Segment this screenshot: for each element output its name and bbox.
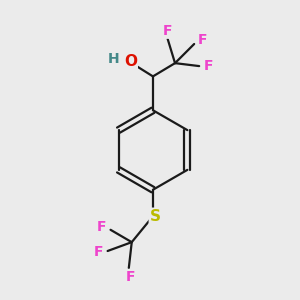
Text: F: F <box>94 245 104 260</box>
Text: F: F <box>163 24 172 38</box>
Text: F: F <box>97 220 106 234</box>
Text: F: F <box>125 270 135 284</box>
Text: S: S <box>150 209 161 224</box>
Text: H: H <box>108 52 119 66</box>
Text: O: O <box>124 54 137 69</box>
Text: F: F <box>203 59 213 73</box>
Text: F: F <box>197 33 207 46</box>
